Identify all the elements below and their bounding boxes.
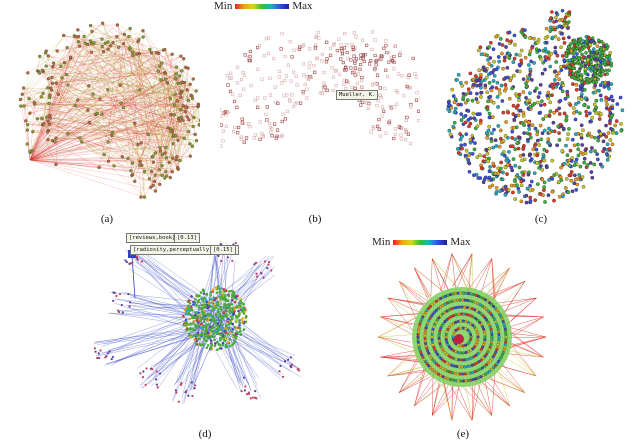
graph-a-canvas <box>18 21 200 199</box>
caption-e: (e) <box>456 428 470 440</box>
node-label-b: Mueller, K. <box>336 90 379 100</box>
graph-c-nodes <box>446 26 625 205</box>
graph-d-nodes <box>93 241 301 403</box>
tag-reviews-book-value: [0.13] <box>174 233 200 243</box>
tag-radiosity: [radiosity,perceptually-driven] <box>130 245 239 255</box>
graph-e-rings <box>416 291 508 383</box>
panel-a-graph <box>5 12 200 207</box>
graph-e-canvas <box>377 253 547 421</box>
tag-radiosity-value: [0.15] <box>210 245 236 255</box>
scale-b-max-label: Max <box>292 0 313 12</box>
scale-e-min-label: Min <box>372 236 391 248</box>
graph-b-nodes <box>220 30 420 148</box>
scale-e-gradient <box>393 239 448 245</box>
panel-d-graph <box>90 228 315 413</box>
graph-a-nodes <box>18 21 200 199</box>
caption-c: (c) <box>534 213 548 225</box>
graph-b-canvas <box>220 30 420 148</box>
color-scale-b: Min Max <box>214 0 313 12</box>
graph-d-canvas <box>93 241 302 405</box>
graph-c-hub <box>548 8 614 85</box>
tag-reviews-book: [reviews,book] <box>126 233 179 243</box>
scale-e-max-label: Max <box>450 236 471 248</box>
tag1-text: [reviews,book] <box>129 235 176 241</box>
panel-c-graph <box>440 5 640 205</box>
color-scale-e: Min Max <box>372 236 471 248</box>
scale-b-gradient <box>235 3 290 9</box>
graph-c-canvas <box>446 8 625 205</box>
panel-b-graph <box>220 14 420 204</box>
scale-b-min-label: Min <box>214 0 233 12</box>
caption-d: (d) <box>198 428 212 440</box>
caption-a: (a) <box>100 213 114 225</box>
caption-b: (b) <box>308 213 322 225</box>
panel-e-graph <box>375 250 550 425</box>
